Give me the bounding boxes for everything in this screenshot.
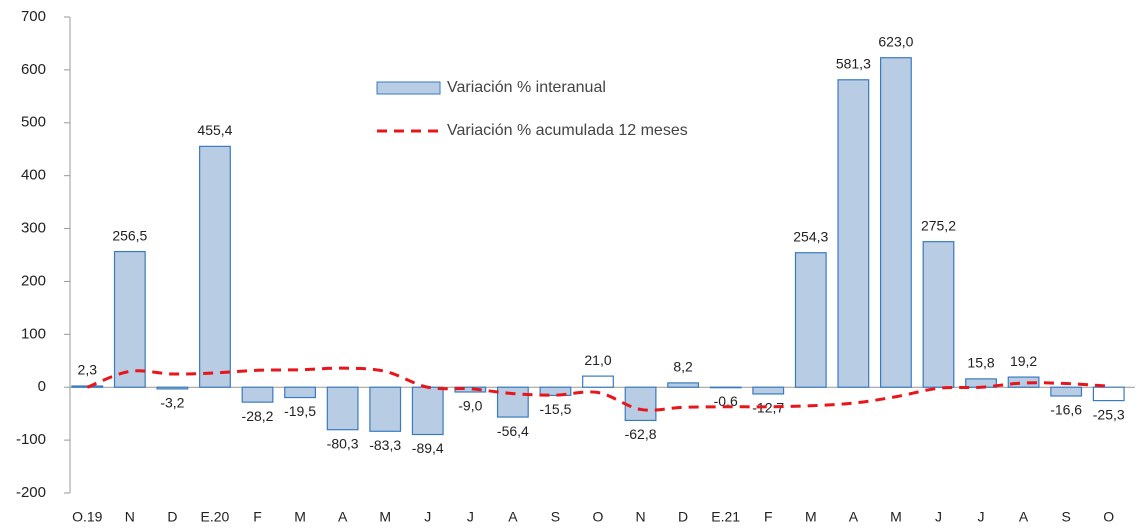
x-tick-label: D <box>678 509 688 525</box>
value-label: -28,2 <box>242 408 274 424</box>
bar <box>1007 376 1040 388</box>
legend-label: Variación % acumulada 12 meses <box>447 122 688 139</box>
x-tick-label: D <box>167 509 177 525</box>
value-label: 8,2 <box>673 359 693 375</box>
value-label: 275,2 <box>921 217 956 233</box>
x-tick-label: M <box>890 509 902 525</box>
x-tick-label: M <box>805 509 817 525</box>
bar <box>199 145 231 388</box>
value-label: -15,5 <box>539 401 571 417</box>
value-label: -19,5 <box>284 403 316 419</box>
x-tick-label: S <box>551 509 560 525</box>
bar <box>922 241 955 388</box>
y-tick-label: 200 <box>21 272 46 289</box>
x-tick-label: E.20 <box>201 509 230 525</box>
bar <box>1050 386 1083 397</box>
bar <box>1092 386 1125 402</box>
y-tick-label: 700 <box>21 8 46 25</box>
x-tick-label: F <box>764 509 773 525</box>
x-tick-label: O.19 <box>72 509 103 525</box>
y-tick-label: 500 <box>21 114 46 131</box>
value-label: -56,4 <box>497 423 529 439</box>
x-tick-label: N <box>125 509 135 525</box>
y-tick-label: 0 <box>38 378 46 395</box>
x-tick-label: O <box>593 509 604 525</box>
bar <box>752 386 785 395</box>
bar <box>156 386 189 390</box>
value-label: 21,0 <box>584 352 611 368</box>
bar <box>667 382 700 388</box>
bar <box>113 250 146 388</box>
y-tick-label: -200 <box>16 484 46 501</box>
x-tick-label: J <box>935 509 942 525</box>
value-label: -0,6 <box>714 393 738 409</box>
value-label: -16,6 <box>1050 402 1082 418</box>
value-label: -12,7 <box>752 400 784 416</box>
x-tick-label: E.21 <box>711 509 740 525</box>
bar <box>624 386 657 422</box>
y-tick-label: 600 <box>21 61 46 78</box>
x-tick-label: O <box>1103 509 1114 525</box>
y-tick-label: -100 <box>16 431 46 448</box>
x-tick-label: A <box>849 509 859 525</box>
x-tick-label: S <box>1061 509 1070 525</box>
value-label: -62,8 <box>625 426 657 442</box>
x-tick-label: N <box>635 509 645 525</box>
x-tick-label: F <box>253 509 262 525</box>
value-label: 19,2 <box>1010 353 1037 369</box>
x-tick-label: J <box>978 509 985 525</box>
value-label: 256,5 <box>112 227 147 243</box>
value-label: -83,3 <box>369 437 401 453</box>
value-label: 15,8 <box>967 355 994 371</box>
bar <box>369 386 402 432</box>
value-label: 254,3 <box>793 228 828 244</box>
x-tick-label: J <box>424 509 431 525</box>
value-label: -9,0 <box>458 398 482 414</box>
legend-label: Variación % interanual <box>447 79 606 96</box>
value-label: 455,4 <box>197 122 232 138</box>
value-label: 581,3 <box>836 55 871 71</box>
y-tick-label: 100 <box>21 325 46 342</box>
value-label: 2,3 <box>78 362 98 378</box>
value-label: -80,3 <box>327 435 359 451</box>
bar <box>709 386 742 389</box>
x-tick-label: M <box>379 509 391 525</box>
x-tick-label: A <box>338 509 348 525</box>
bar <box>879 57 912 388</box>
bar <box>582 375 614 388</box>
bar <box>837 79 870 388</box>
bar <box>496 386 529 418</box>
value-label: -25,3 <box>1093 406 1125 422</box>
value-label: -89,4 <box>412 440 444 456</box>
bar <box>539 386 572 397</box>
y-tick-label: 300 <box>21 220 46 237</box>
y-tick-label: 400 <box>21 167 46 184</box>
x-tick-label: J <box>467 509 474 525</box>
bar <box>794 252 827 388</box>
x-tick-label: M <box>294 509 306 525</box>
x-tick-label: A <box>1019 509 1029 525</box>
value-label: 623,0 <box>878 33 913 49</box>
bar <box>326 386 359 431</box>
bar <box>411 386 444 436</box>
line <box>86 366 1109 412</box>
value-label: -3,2 <box>160 395 184 411</box>
bar <box>284 386 317 399</box>
x-tick-label: A <box>508 509 518 525</box>
legend-swatch <box>376 81 441 95</box>
bar <box>241 386 274 403</box>
